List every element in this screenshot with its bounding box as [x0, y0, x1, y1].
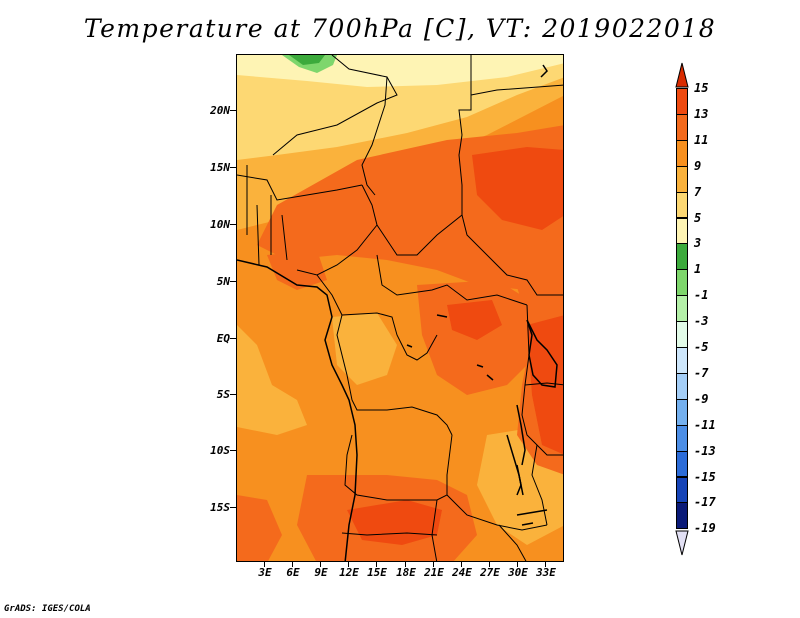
y-tick-label: 5S	[216, 388, 230, 401]
x-tick-label: 30E	[508, 566, 528, 579]
colorbar-swatch	[676, 372, 688, 400]
x-tick-mark	[264, 562, 265, 567]
chart-title: Temperature at 700hPa [C], VT: 201902201…	[83, 14, 717, 43]
x-tick-mark	[489, 562, 490, 567]
x-tick-mark	[545, 562, 546, 567]
x-tick-label: 24E	[452, 566, 472, 579]
colorbar-label: 15	[694, 81, 709, 95]
colorbar-swatch	[676, 139, 688, 167]
colorbar-label: -1	[694, 288, 709, 303]
colorbar-swatch	[676, 243, 688, 271]
x-tick-label: 6E	[286, 566, 300, 579]
colorbar-label: 5	[694, 210, 702, 225]
colorbar-swatch	[676, 476, 688, 504]
colorbar-swatch	[676, 347, 688, 374]
colorbar-swatch	[676, 321, 688, 348]
map-frame	[236, 54, 564, 562]
y-tick-label: 20N	[210, 104, 230, 117]
y-tick-mark	[230, 110, 236, 111]
y-tick-mark	[230, 450, 236, 451]
y-tick-mark	[230, 224, 236, 225]
colorbar-label: 7	[694, 184, 702, 199]
colorbar-swatch	[676, 191, 688, 219]
x-tick-label: 12E	[339, 566, 359, 579]
colorbar-swatch	[676, 450, 688, 478]
x-tick-mark	[348, 562, 349, 567]
y-tick-label: 5N	[216, 275, 230, 288]
x-tick-mark	[405, 562, 406, 567]
field-t7-west	[237, 325, 307, 435]
field-t7-congo	[332, 313, 397, 385]
field-t11-southwest	[237, 495, 282, 561]
colorbar-swatch	[676, 502, 688, 530]
x-tick-label: 21E	[424, 566, 444, 579]
footer-credit: GrADS: IGES/COLA	[4, 604, 91, 614]
colorbar-swatch	[676, 269, 688, 297]
x-tick-label: 18E	[396, 566, 416, 579]
colorbar-swatch	[676, 398, 688, 426]
colorbar-label: 13	[694, 106, 709, 121]
x-tick-label: 15E	[367, 566, 387, 579]
x-tick-mark	[517, 562, 518, 567]
x-tick-mark	[461, 562, 462, 567]
colorbar-label: 1	[694, 262, 702, 277]
y-tick-label: 15N	[210, 161, 230, 174]
x-tick-mark	[376, 562, 377, 567]
colorbar-label: 3	[694, 236, 702, 251]
colorbar-swatch	[676, 295, 688, 323]
y-tick-label: 10N	[210, 218, 230, 231]
country-borders	[237, 55, 563, 561]
colorbar-swatch	[676, 424, 688, 452]
colorbar-top-arrow	[675, 62, 689, 88]
colorbar-label: -15	[694, 469, 716, 484]
colorbar-label: -11	[694, 417, 716, 432]
colorbar-label: 9	[694, 158, 702, 173]
colorbar-swatch	[676, 165, 688, 193]
colorbar-swatch	[676, 217, 688, 245]
x-tick-label: 9E	[314, 566, 328, 579]
colorbar-label: -5	[694, 340, 709, 354]
colorbar-label: 11	[694, 132, 709, 147]
field-t13-basin	[447, 300, 502, 340]
field-t1-spot	[289, 55, 325, 65]
colorbar-label: -19	[694, 521, 716, 536]
x-tick-mark	[320, 562, 321, 567]
x-tick-mark	[292, 562, 293, 567]
colorbar-label: -9	[694, 391, 709, 406]
x-tick-mark	[433, 562, 434, 567]
y-tick-mark	[230, 507, 236, 508]
y-tick-mark	[230, 281, 236, 282]
colorbar-swatch	[676, 88, 688, 115]
y-tick-label: 15S	[210, 501, 230, 514]
y-tick-mark	[230, 394, 236, 395]
y-tick-mark	[230, 338, 236, 339]
colorbar-label: -3	[694, 314, 709, 329]
y-tick-mark	[230, 167, 236, 168]
x-tick-label: 3E	[258, 566, 272, 579]
y-tick-label: EQ	[216, 332, 230, 345]
colorbar-label: -13	[694, 443, 716, 458]
colorbar-swatch	[676, 113, 688, 141]
temperature-map	[237, 55, 563, 561]
y-tick-label: 10S	[210, 444, 230, 457]
coastlines	[237, 64, 558, 561]
colorbar-bottom-arrow	[675, 530, 689, 556]
field-t13-sudan	[472, 147, 563, 230]
colorbar-label: -7	[694, 365, 709, 380]
colorbar-label: -17	[694, 495, 716, 510]
x-tick-label: 33E	[536, 566, 556, 579]
x-tick-label: 27E	[480, 566, 500, 579]
